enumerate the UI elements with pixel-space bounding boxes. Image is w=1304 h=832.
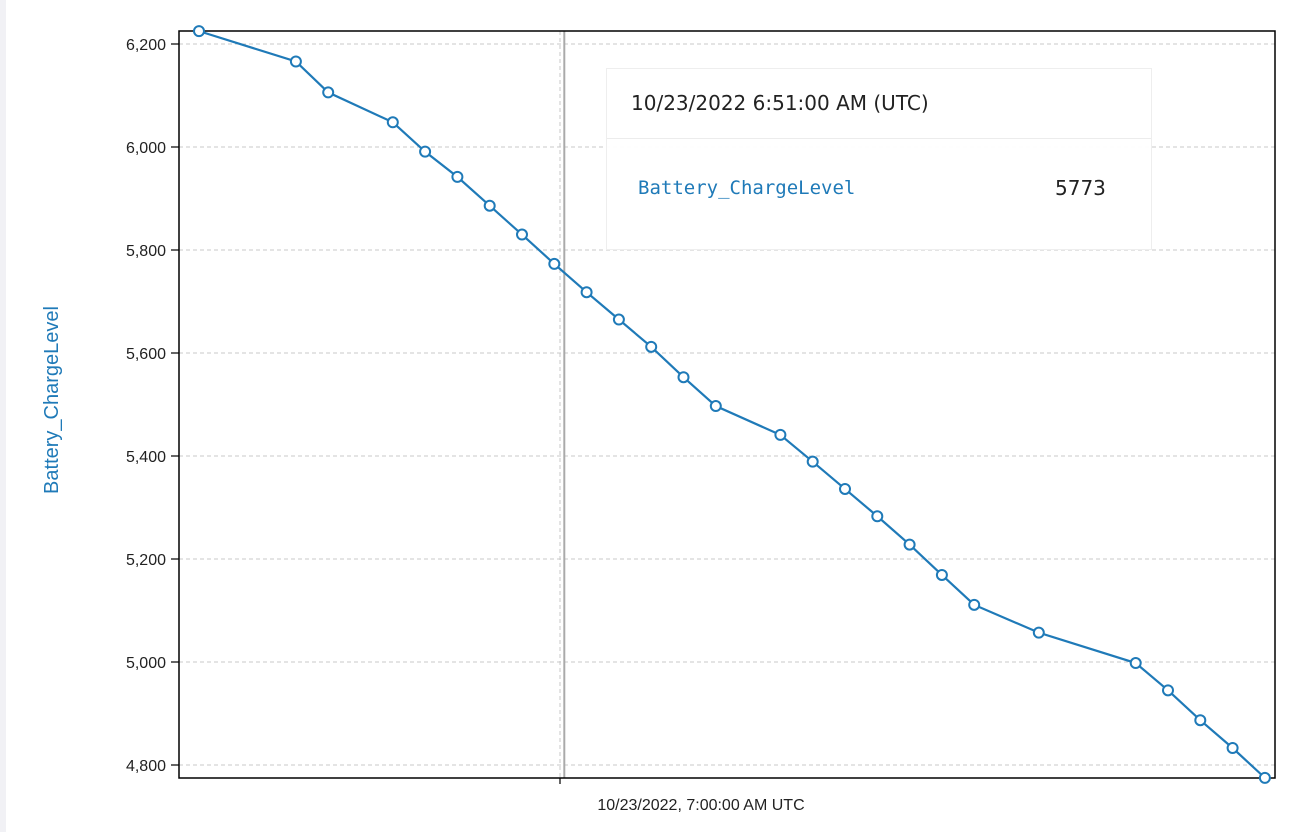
data-point[interactable] [451,170,464,183]
data-point[interactable] [289,55,302,68]
data-point[interactable] [839,482,851,495]
data-point[interactable] [322,86,335,99]
data-point[interactable] [1129,657,1142,670]
tooltip-timestamp: 10/23/2022 6:51:00 AM (UTC) [607,69,1151,139]
data-point[interactable] [1162,684,1174,697]
data-point[interactable] [774,428,787,441]
y-tick-label: 5,400 [126,449,166,466]
data-point[interactable] [871,510,884,523]
data-point[interactable] [968,598,981,611]
plot-frame [178,30,1276,779]
series-layer [193,25,1271,784]
data-point[interactable] [386,116,399,129]
y-tick-label: 4,800 [126,758,166,775]
y-tick-label: 5,000 [126,655,166,672]
data-point[interactable] [516,228,528,241]
tooltip-row: Battery_ChargeLevel 5773 [607,139,1151,249]
y-tick-label: 5,600 [126,346,166,363]
y-tick-label: 6,000 [126,140,166,157]
data-point[interactable] [645,340,658,353]
data-point[interactable] [806,455,819,468]
data-point[interactable] [935,568,948,581]
y-tick-label: 6,200 [126,37,166,54]
hover-tooltip: 10/23/2022 6:51:00 AM (UTC) Battery_Char… [606,68,1152,250]
data-point[interactable] [1226,742,1239,755]
data-point[interactable] [903,538,916,551]
tooltip-series-name: Battery_ChargeLevel [638,177,856,199]
data-point[interactable] [1258,771,1271,784]
y-tick-label: 5,200 [126,552,166,569]
left-edge-strip [0,0,6,832]
x-tick-label: 10/23/2022, 7:00:00 AM UTC [597,797,804,814]
data-point[interactable] [1194,714,1207,727]
data-point[interactable] [612,313,625,326]
y-axis-ticks: 4,800 5,000 5,200 5,400 5,600 5,800 6,000 6,200 [126,37,561,784]
data-point[interactable] [709,400,722,413]
data-point[interactable] [193,25,205,38]
data-point[interactable] [483,199,496,212]
data-point[interactable] [580,286,593,299]
tooltip-series-value: 5773 [1055,176,1106,200]
data-point[interactable] [1032,626,1045,639]
data-point[interactable] [419,145,432,158]
y-axis-title: Battery_ChargeLevel [41,306,63,494]
grid-layer [179,31,1275,778]
data-point[interactable] [548,257,561,270]
data-point[interactable] [677,371,690,384]
y-tick-label: 5,800 [126,243,166,260]
